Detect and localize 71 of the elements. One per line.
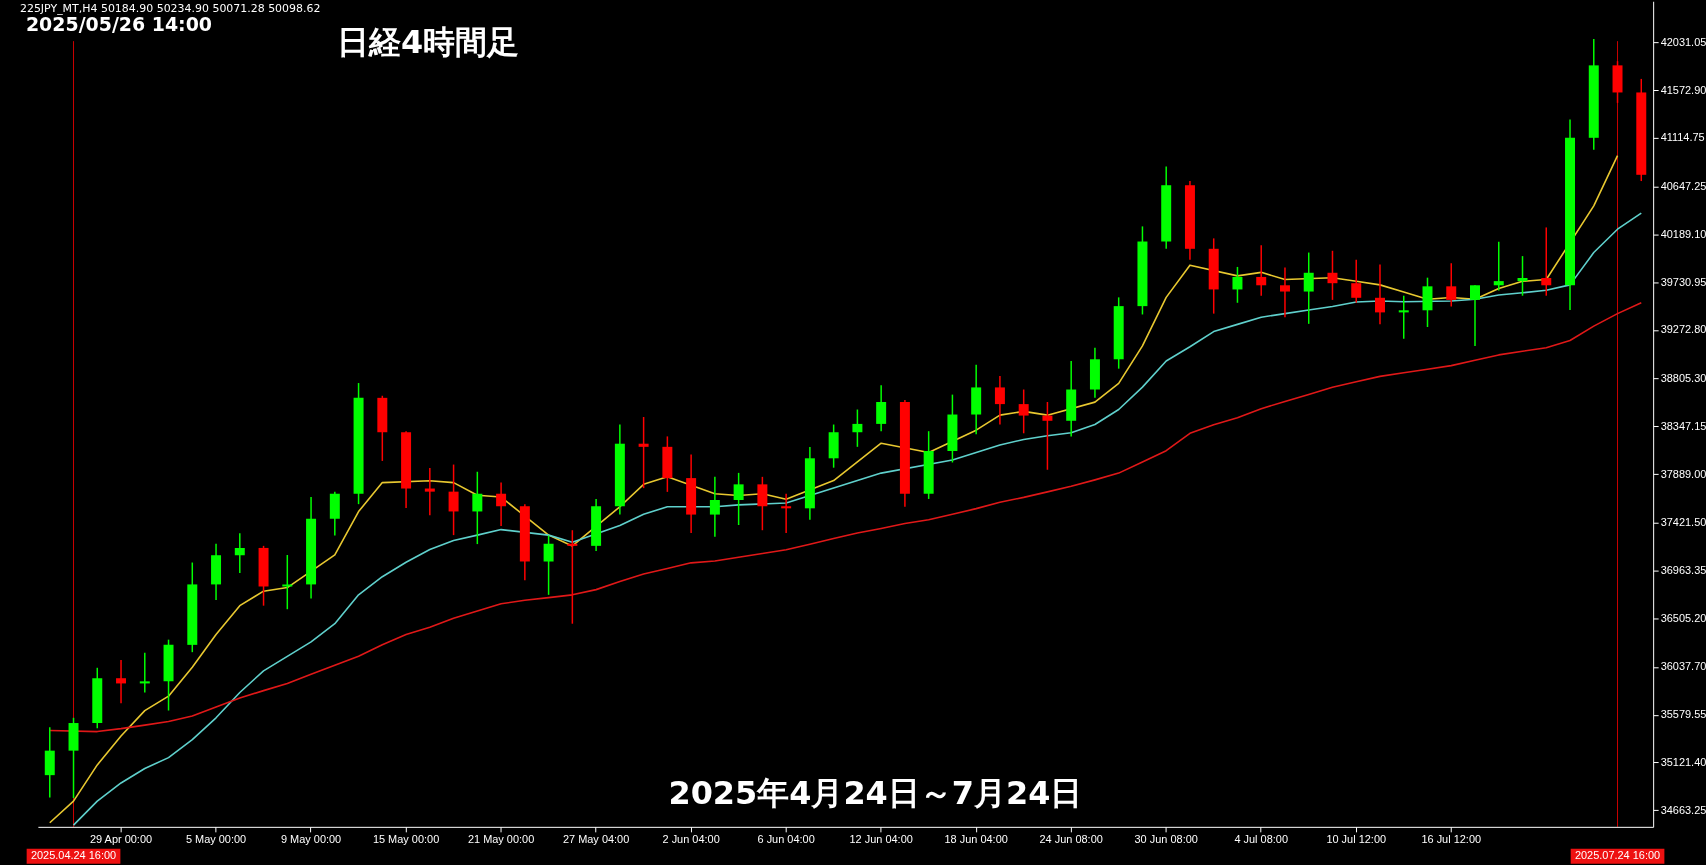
candlestick [1422,276,1433,328]
x-tick-label: 2025.07.24 16:00 [1574,849,1661,862]
candlestick [876,384,887,432]
y-tick-label: 41572.90 [1660,83,1706,96]
candlestick [709,476,720,538]
annotation: 225JPY_MT,H4 50184.90 50234.90 50071.28 50098.62 [19,2,321,16]
line-series [48,301,1643,733]
x-tick-label: 5 May 00:00 [185,833,247,846]
x-tick-label: 27 May 04:00 [562,833,630,846]
y-tick-label: 38347.15 [1660,419,1706,432]
y-tick-label: 42031.05 [1660,35,1706,48]
candlestick [1232,266,1243,304]
y-tick-label: 36963.35 [1660,564,1706,576]
candlestick [1327,250,1338,301]
x-tick-label: 12 Jun 04:00 [849,833,913,846]
candlestick [1470,284,1480,347]
candlestick [567,529,578,625]
candlestick [234,532,245,574]
candlestick [1375,263,1385,326]
x-tick-label: 18 Jun 04:00 [944,833,1008,846]
y-tick-label: 39730.95 [1660,275,1706,288]
candlestick [496,481,507,527]
candlestick [1541,226,1552,297]
x-tick-label: 24 Jun 08:00 [1039,833,1103,846]
candlestick [852,408,863,448]
x-tick-label: 6 Jun 04:00 [757,833,815,846]
annotation: 2025年4月24日～7月24日 [668,773,1083,812]
candlestick [139,651,150,694]
candlestick [638,416,649,489]
candlestick [282,554,293,610]
candlestick [1018,388,1029,435]
candlestick [1279,266,1290,318]
x-tick-label: 9 May 00:00 [280,833,342,846]
text: 日経4時間足 [337,23,520,62]
x-tick-label: 30 Jun 08:00 [1134,833,1198,846]
y-tick-label: 40647.25 [1660,180,1706,193]
candlestick [543,534,554,596]
candlestick [1446,262,1457,308]
x-tick-label: 10 Jul 12:00 [1326,833,1387,846]
y-tick-label: 40189.10 [1660,227,1706,240]
candlestick [994,375,1005,426]
y-tick-label: 36505.20 [1660,611,1706,624]
y-tick-label: 37889.00 [1660,467,1706,480]
candlestick [1398,294,1409,340]
candlestick [424,467,435,516]
candlestick [1256,244,1267,297]
candlestick [1351,259,1362,304]
candlestick [116,659,127,704]
x-tick-label: 29 Apr 00:00 [89,833,153,846]
y-tick-label: 37421.50 [1660,516,1706,529]
candlestick [757,476,768,531]
y-tick-label: 35579.55 [1660,708,1706,721]
y-tick-label: 38805.30 [1660,372,1706,385]
x-tick-label: 15 May 00:00 [372,833,440,846]
candlestick [1303,251,1314,325]
y-tick-label: 41114.75 [1660,131,1705,144]
y-tick-label: 35121.40 [1660,755,1706,768]
x-tick-label: 4 Jul 08:00 [1234,833,1289,846]
x-tick-label: 2 Jun 04:00 [662,833,720,846]
x-tick-label: 2025.04.24 16:00 [30,849,117,862]
candlestick [472,470,483,545]
candlestick [733,472,744,526]
y-tick-label: 36037.70 [1660,660,1706,673]
x-tick-label: 21 May 00:00 [467,833,535,846]
candlestick [1493,241,1504,292]
y-tick-label: 34663.25 [1660,803,1706,816]
candlestick [781,492,792,534]
candlestick [448,463,459,536]
x-tick-label: 16 Jul 12:00 [1421,833,1482,846]
y-tick-label: 39272.80 [1660,323,1706,336]
candlestick [1042,401,1053,471]
